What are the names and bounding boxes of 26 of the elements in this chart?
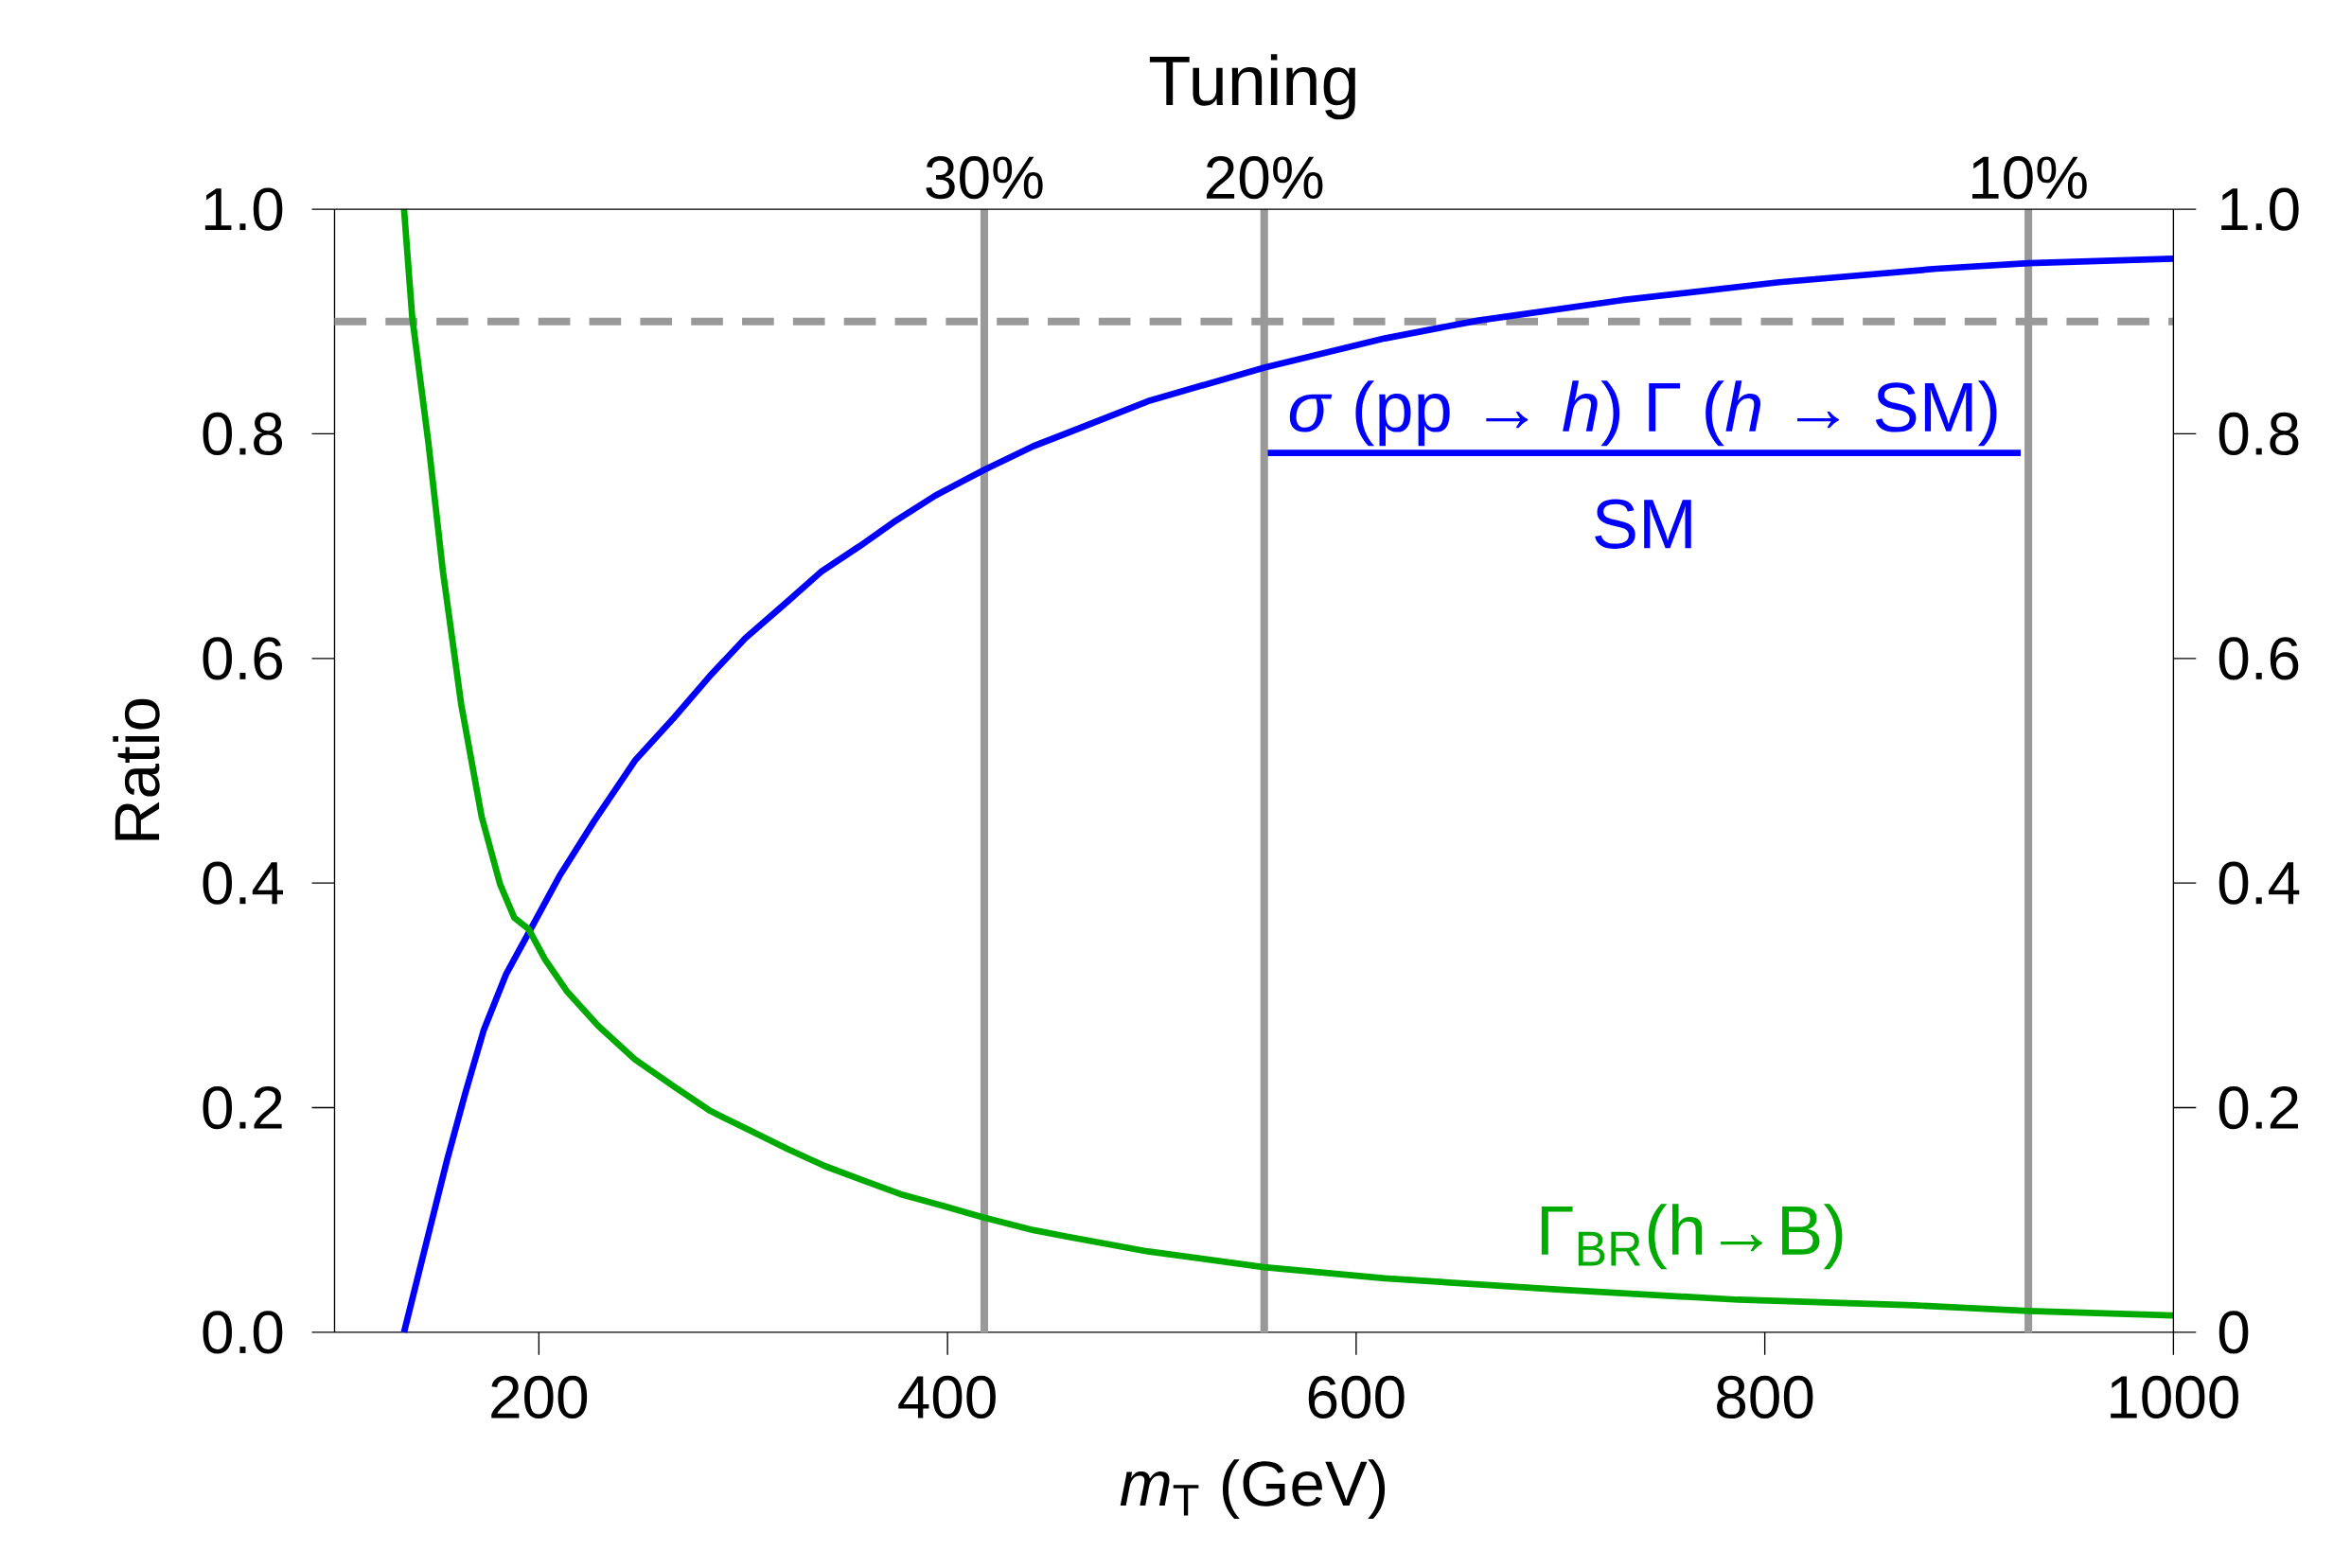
y-axis-title: Ratio xyxy=(113,698,160,840)
annotation: 20% xyxy=(1206,156,1323,200)
y-tick-label: 0.4 xyxy=(203,861,283,905)
series-label: σ (pp → h) Γ (h → SM) xyxy=(1289,380,1997,447)
y2-tick-label: 1.0 xyxy=(2221,187,2299,231)
y-tick-label: 0.8 xyxy=(203,412,283,456)
y-tick-label: 1.0 xyxy=(204,187,283,231)
annotation: 10% xyxy=(1972,156,2087,200)
x-tick-label: 600 xyxy=(1308,1375,1405,1419)
x-tick-label: 400 xyxy=(898,1375,996,1419)
y-tick-label: 0.2 xyxy=(203,1086,282,1130)
x-tick-label: 1000 xyxy=(2111,1375,2238,1419)
y2-tick-label: 0 xyxy=(2218,1311,2249,1354)
y2-tick-label: 0.4 xyxy=(2218,861,2300,905)
x-tick-label: 800 xyxy=(1717,1375,1813,1419)
y2-tick-label: 0.2 xyxy=(2218,1086,2298,1130)
y2-tick-label: 0.8 xyxy=(2218,412,2299,456)
y-tick-label: 0.6 xyxy=(203,637,283,680)
chart-title: Tuning xyxy=(1149,54,1355,120)
series-label: Γ$_{BR}$(h→B) xyxy=(1541,1204,1843,1270)
y-tick-label: 0.0 xyxy=(203,1311,283,1354)
y2-tick-label: 0.6 xyxy=(2218,637,2299,680)
x-axis-title: m$_{T}$ (GeV) xyxy=(1120,1459,1386,1520)
x-tick-label: 200 xyxy=(491,1375,588,1419)
annotation: SM xyxy=(1595,499,1691,550)
annotation: 30% xyxy=(926,156,1043,200)
